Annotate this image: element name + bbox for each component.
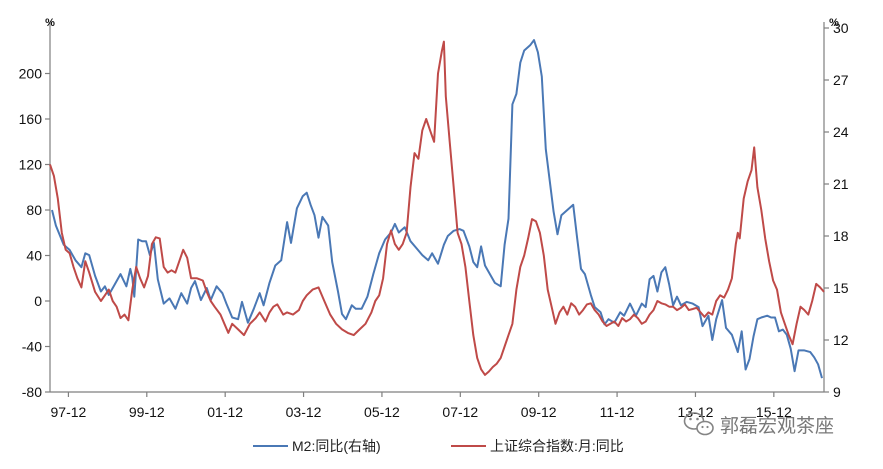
watermark-text: 郭磊宏观茶座 xyxy=(720,415,834,437)
right-axis-tick-label: 30 xyxy=(833,20,849,36)
axes-layer: -80 -40 0 40 80 120 160 200 9 12 15 18 21 24 27 30 97-12… xyxy=(19,20,849,420)
left-axis-tick-label: 200 xyxy=(19,66,43,82)
right-axis-tick-label: 27 xyxy=(833,72,849,88)
x-axis-tick-label: 97-12 xyxy=(51,404,87,420)
legend-label-sse: 上证综合指数:月:同比 xyxy=(490,438,624,454)
left-axis-tick-label: 160 xyxy=(19,111,43,127)
left-axis-unit: % xyxy=(45,17,55,29)
right-axis-tick-label: 18 xyxy=(833,228,849,244)
x-axis-tick-label: 11-12 xyxy=(600,404,635,420)
x-axis-tick-label: 03-12 xyxy=(286,404,322,420)
series-layer xyxy=(49,39,825,379)
legend: M2:同比(右轴) 上证综合指数:月:同比 xyxy=(253,438,624,454)
left-axis-tick-label: -40 xyxy=(22,339,42,355)
x-axis-tick-label: 09-12 xyxy=(521,404,557,420)
series-line-m2 xyxy=(51,39,823,379)
right-axis-unit: % xyxy=(829,17,839,29)
wechat-icon xyxy=(683,412,714,436)
watermark: 郭磊宏观茶座 xyxy=(683,412,834,437)
x-axis-tick-label: 05-12 xyxy=(364,404,400,420)
x-axis-tick-label: 13-12 xyxy=(678,404,714,420)
right-axis-tick-label: 21 xyxy=(833,176,849,192)
left-axis-tick-label: 40 xyxy=(26,248,42,264)
x-axis-tick-label: 01-12 xyxy=(207,404,243,420)
right-axis-tick-label: 24 xyxy=(833,124,849,140)
right-axis-tick-label: 9 xyxy=(833,384,841,400)
legend-label-m2: M2:同比(右轴) xyxy=(292,438,381,454)
series-line-sse xyxy=(49,40,825,376)
left-axis-tick-label: -80 xyxy=(22,384,42,400)
left-axis-tick-label: 120 xyxy=(19,157,43,173)
x-axis-tick-label: 15-12 xyxy=(756,404,792,420)
right-axis-tick-label: 15 xyxy=(833,280,849,296)
x-axis-tick-label: 99-12 xyxy=(129,404,165,420)
left-axis-tick-label: 80 xyxy=(26,202,42,218)
right-axis-tick-label: 12 xyxy=(833,332,849,348)
left-axis-tick-label: 0 xyxy=(34,293,42,309)
x-axis-tick-label: 07-12 xyxy=(442,404,478,420)
